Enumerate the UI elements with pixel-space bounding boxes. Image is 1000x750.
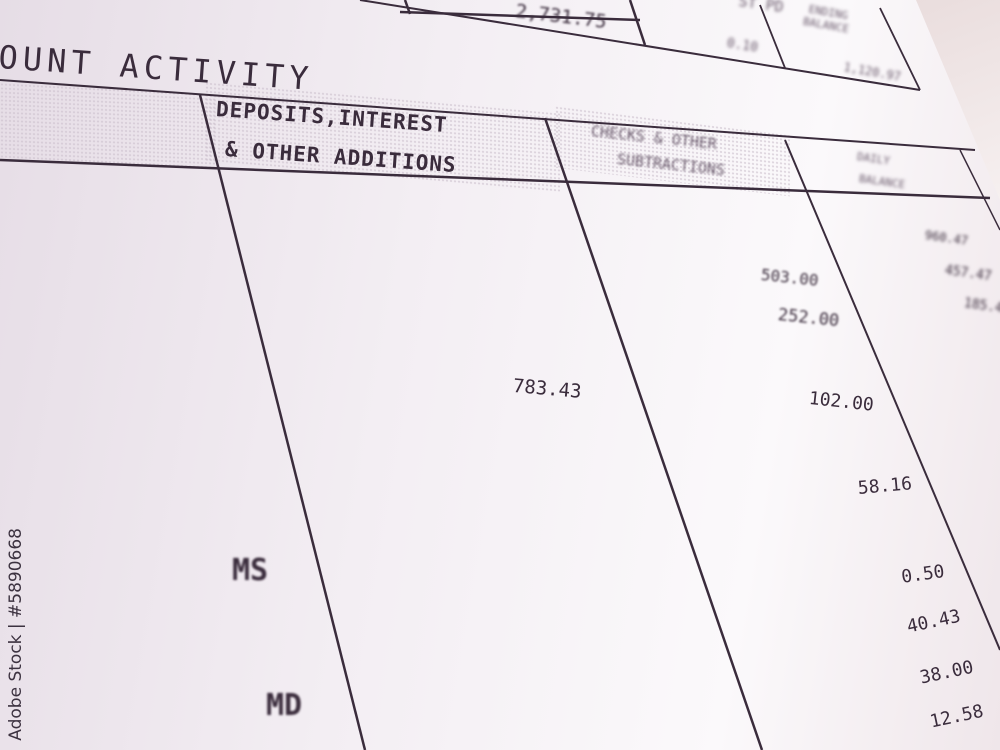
transaction-code: MS — [232, 553, 269, 588]
watermark: Adobe Stock | #5890668 — [6, 528, 26, 741]
transaction-code: MD — [266, 688, 303, 723]
